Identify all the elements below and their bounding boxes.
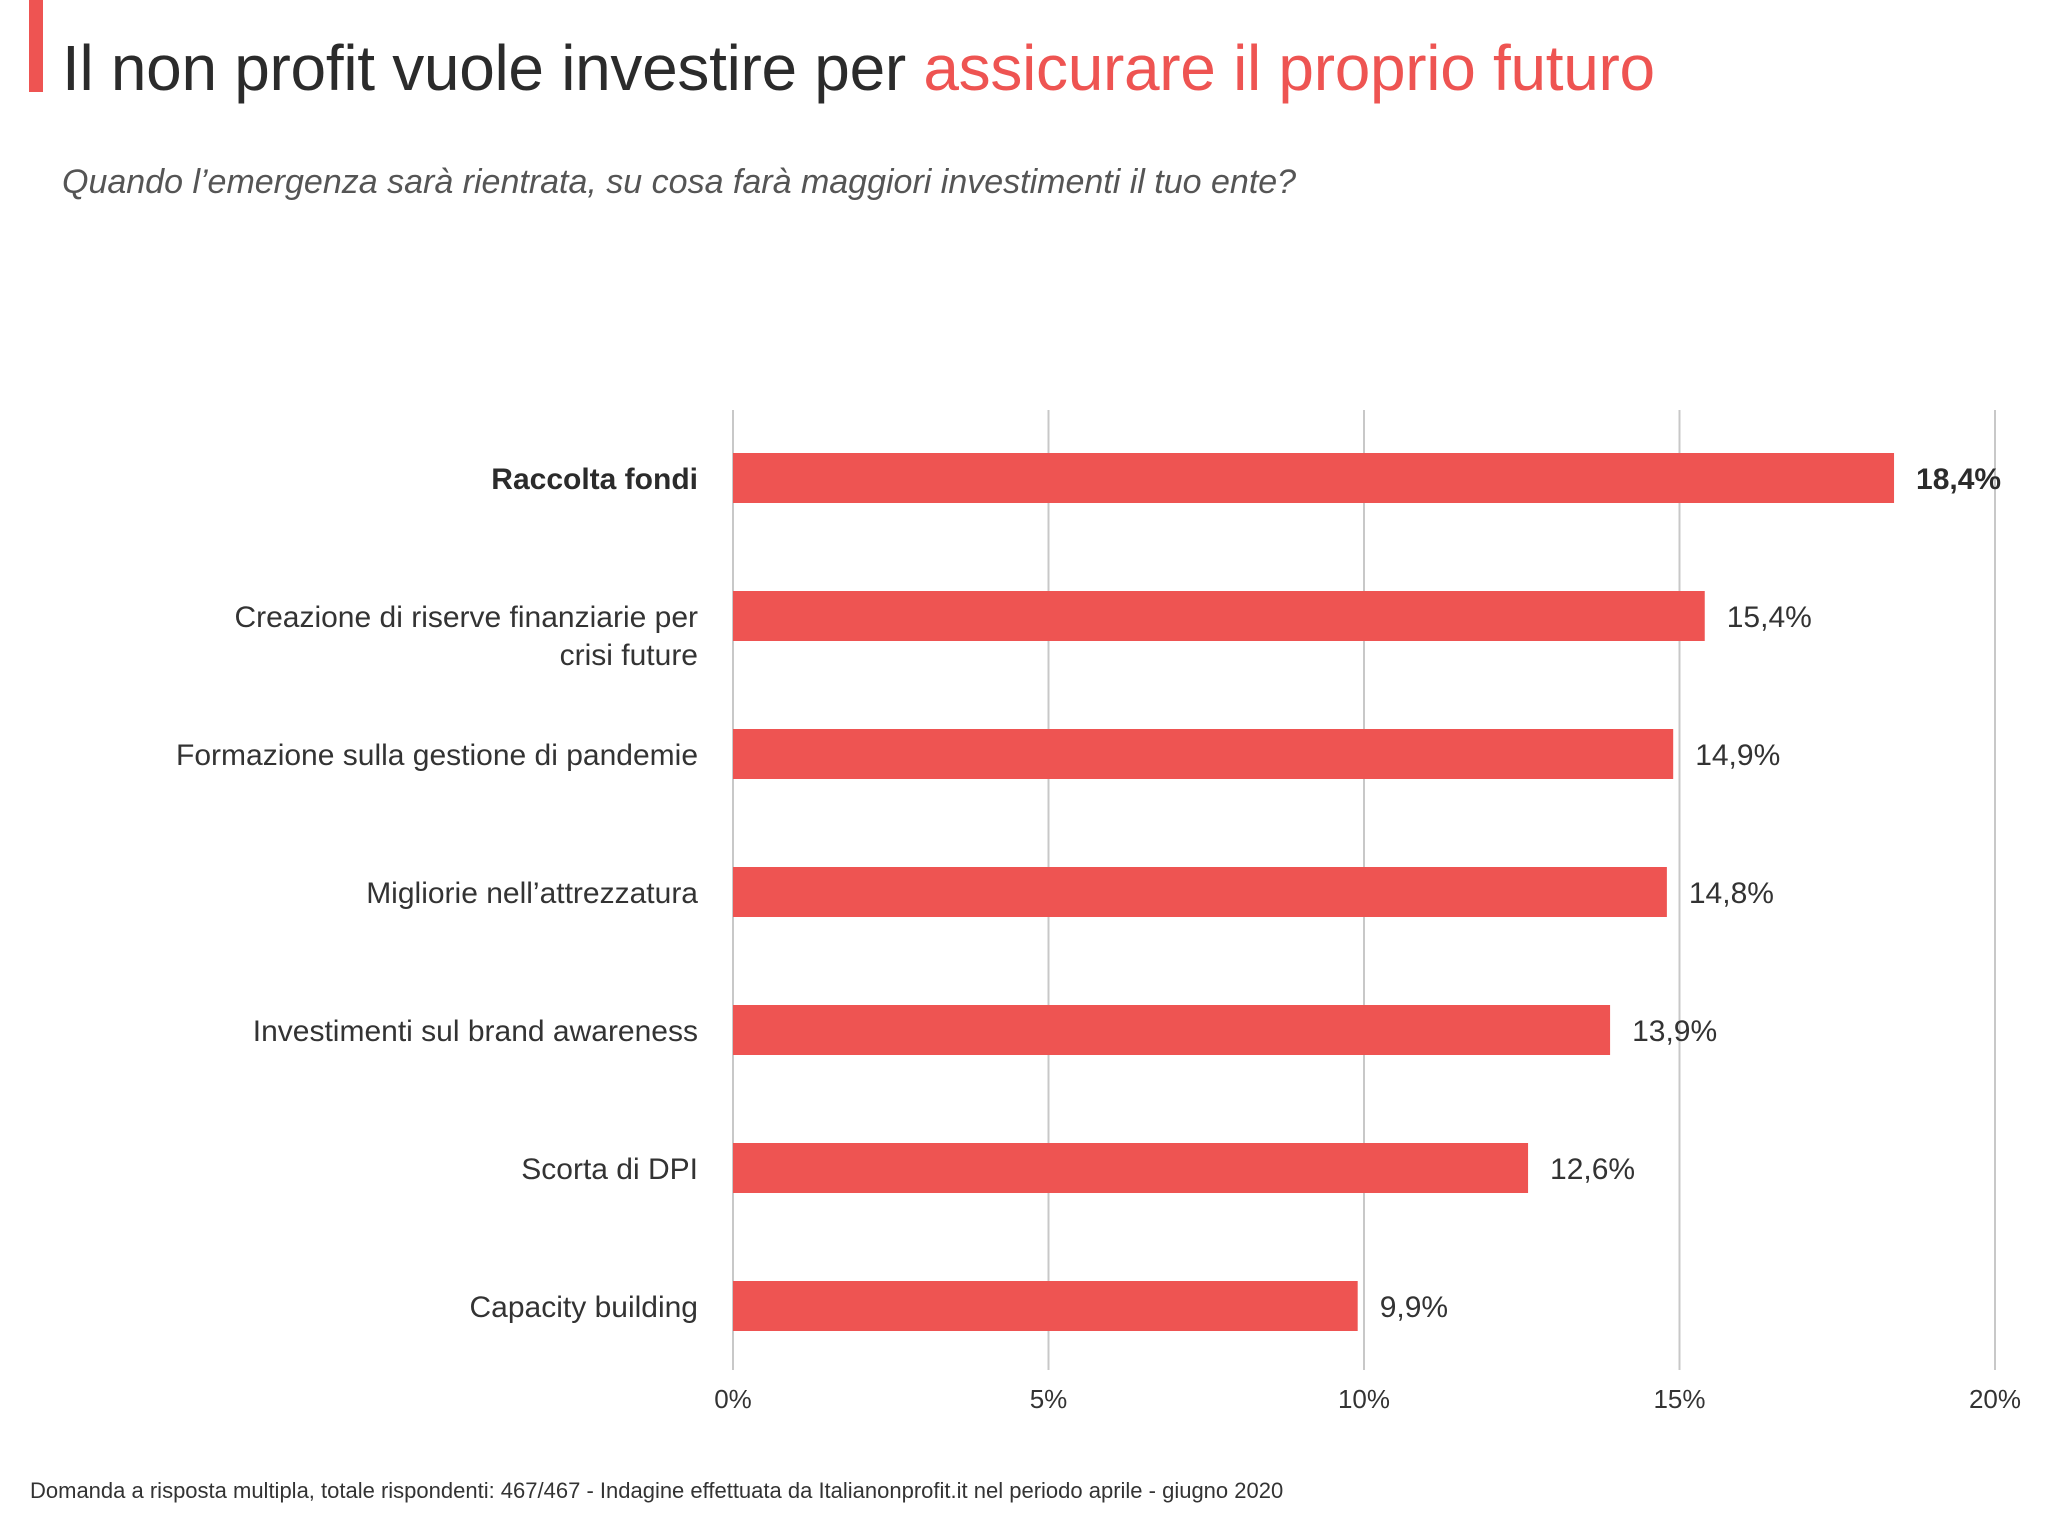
bars	[733, 453, 1895, 1331]
page-title: Il non profit vuole investire per assicu…	[62, 28, 1655, 108]
value-label: 14,9%	[1695, 739, 1780, 772]
x-tick-label: 20%	[1969, 1384, 2021, 1414]
category-label-line: Migliorie nell’attrezzatura	[366, 877, 698, 910]
title-accent-bar	[29, 0, 43, 92]
bar	[733, 453, 1895, 503]
x-tick-label: 10%	[1338, 1384, 1390, 1414]
bar	[733, 591, 1705, 641]
category-label: Investimenti sul brand awareness	[253, 1015, 698, 1048]
title-plain: Il non profit vuole investire per	[62, 32, 924, 104]
category-label-line: Capacity building	[470, 1291, 698, 1324]
x-axis-ticks: 0% 5% 10% 15% 20%	[714, 1384, 2021, 1414]
category-label: Migliorie nell’attrezzatura	[366, 877, 698, 910]
page-subtitle: Quando l’emergenza sarà rientrata, su co…	[62, 163, 1297, 201]
value-label: 15,4%	[1727, 601, 1812, 634]
category-label-line: Formazione sulla gestione di pandemie	[176, 739, 698, 772]
bar	[733, 867, 1667, 917]
footnote: Domanda a risposta multipla, totale risp…	[30, 1478, 1284, 1503]
value-label: 12,6%	[1550, 1153, 1635, 1186]
category-label-line: Investimenti sul brand awareness	[253, 1015, 698, 1048]
value-label: 18,4%	[1916, 463, 2001, 496]
bar	[733, 1281, 1358, 1331]
category-label: Raccolta fondi	[491, 463, 698, 496]
x-tick-label: 5%	[1030, 1384, 1068, 1414]
title-highlight: assicurare il proprio futuro	[923, 32, 1655, 104]
category-label-line: Creazione di riserve finanziarie per	[234, 601, 698, 634]
value-label: 9,9%	[1380, 1291, 1448, 1324]
category-label: Scorta di DPI	[521, 1153, 698, 1186]
category-label-line: Raccolta fondi	[491, 463, 698, 496]
category-label-line: Scorta di DPI	[521, 1153, 698, 1186]
category-label: Formazione sulla gestione di pandemie	[176, 739, 698, 772]
value-label: 14,8%	[1689, 877, 1774, 910]
category-label: Creazione di riserve finanziarie per cris…	[234, 601, 698, 672]
bar	[733, 1005, 1611, 1055]
value-label: 13,9%	[1632, 1015, 1717, 1048]
category-labels: Raccolta fondi Creazione di riserve finan…	[176, 463, 698, 1324]
value-labels: 18,4% 15,4% 14,9% 14,8% 13,9% 12,6% 9,9%	[1380, 463, 2001, 1324]
category-label: Capacity building	[470, 1291, 698, 1324]
bar	[733, 1143, 1529, 1193]
bar	[733, 729, 1674, 779]
x-tick-label: 15%	[1653, 1384, 1705, 1414]
x-tick-label: 0%	[714, 1384, 752, 1414]
category-label-line: crisi future	[560, 639, 698, 672]
